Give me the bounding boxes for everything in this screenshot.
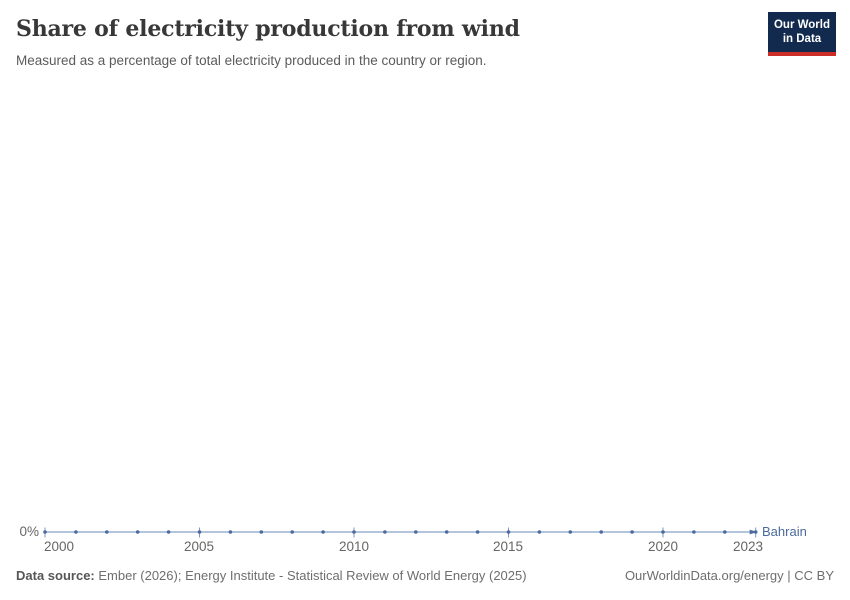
data-point-marker[interactable]: [74, 530, 78, 534]
data-point-marker[interactable]: [43, 530, 47, 534]
data-point-marker[interactable]: [197, 530, 202, 534]
data-point-marker[interactable]: [228, 530, 233, 534]
data-point-marker[interactable]: [321, 530, 325, 534]
owid-logo-line1: Our World: [773, 19, 830, 31]
x-tick-2010: 2010: [338, 539, 370, 554]
x-tick-2020: 2020: [647, 539, 679, 554]
data-point-marker[interactable]: [105, 530, 109, 534]
line-chart[interactable]: [0, 500, 850, 560]
data-point-marker[interactable]: [414, 530, 418, 534]
data-source-text: Ember (2026); Energy Institute - Statist…: [94, 568, 527, 583]
owid-logo[interactable]: Our World in Data: [768, 12, 836, 56]
data-point-marker[interactable]: [692, 530, 696, 534]
x-tick-2015: 2015: [492, 539, 524, 554]
x-tick-2023: 2023: [732, 539, 763, 554]
data-point-marker[interactable]: [444, 530, 449, 534]
series-line-endcap: [749, 529, 758, 535]
page-title: Share of electricity production from win…: [16, 16, 520, 42]
data-point-marker[interactable]: [383, 530, 387, 534]
data-source-label: Data source:: [16, 568, 95, 583]
page-subtitle: Measured as a percentage of total electr…: [16, 53, 487, 68]
data-point-marker[interactable]: [290, 530, 295, 534]
x-tick-2005: 2005: [183, 539, 215, 554]
x-tick-2000: 2000: [44, 539, 75, 554]
data-point-marker[interactable]: [723, 530, 727, 534]
data-point-marker[interactable]: [352, 530, 356, 534]
attribution-link[interactable]: OurWorldinData.org/energy | CC BY: [624, 568, 834, 583]
data-point-marker[interactable]: [568, 530, 573, 534]
data-point-marker[interactable]: [135, 530, 140, 534]
data-point-marker[interactable]: [537, 530, 542, 534]
footer: Data source: Ember (2026); Energy Instit…: [16, 568, 834, 583]
data-point-marker[interactable]: [166, 530, 171, 534]
data-point-marker[interactable]: [661, 530, 665, 534]
y-axis-tick-label: 0%: [19, 524, 39, 539]
data-point-marker[interactable]: [753, 530, 758, 534]
data-point-marker[interactable]: [475, 530, 480, 534]
owid-logo-line2: in Data: [782, 33, 822, 45]
data-point-marker[interactable]: [630, 530, 634, 534]
data-source-note: Data source: Ember (2026); Energy Instit…: [16, 568, 527, 583]
data-point-marker[interactable]: [599, 530, 603, 534]
data-point-marker[interactable]: [506, 530, 511, 534]
series-label-bahrain[interactable]: Bahrain: [762, 524, 807, 539]
data-point-marker[interactable]: [259, 530, 264, 534]
